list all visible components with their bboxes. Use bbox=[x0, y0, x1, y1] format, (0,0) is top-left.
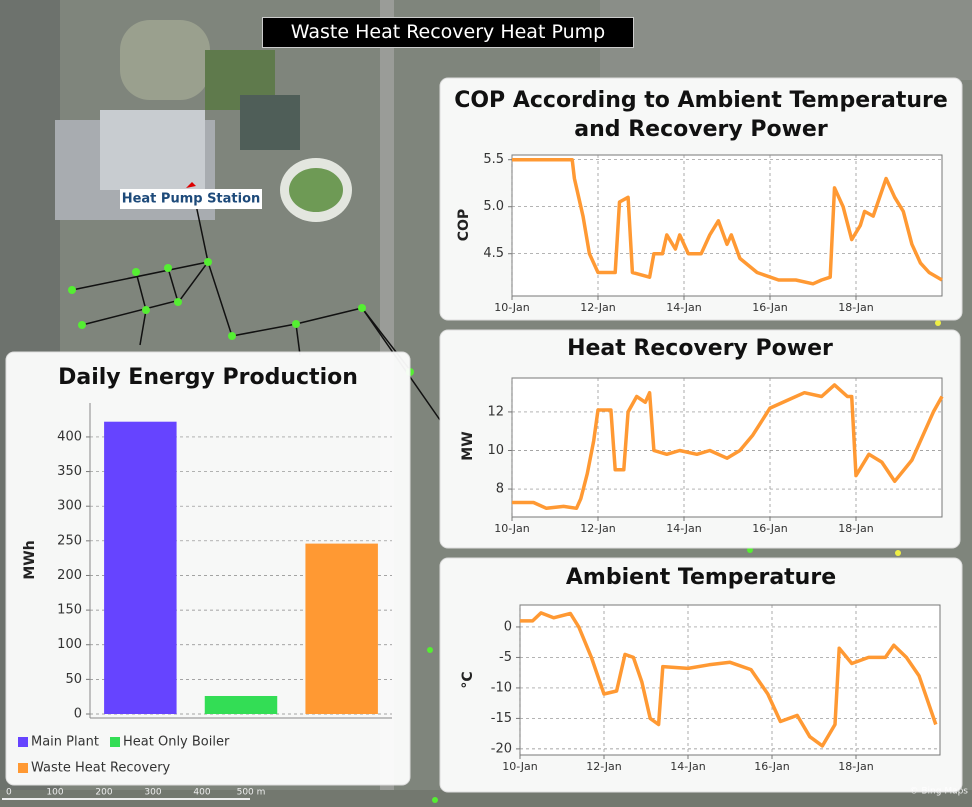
bar bbox=[204, 695, 278, 714]
scale-label: 100 bbox=[46, 788, 63, 798]
y-tick-label: -20 bbox=[491, 741, 512, 756]
x-tick-label: 10-Jan bbox=[502, 760, 538, 773]
x-tick-label: 18-Jan bbox=[838, 760, 874, 773]
bar bbox=[104, 421, 177, 714]
y-tick-label: -5 bbox=[499, 650, 512, 665]
scale-label: 200 bbox=[95, 788, 112, 798]
legend-swatch bbox=[110, 737, 120, 747]
chart-title: COP According to Ambient Temperature and… bbox=[454, 88, 948, 142]
x-tick-label: 16-Jan bbox=[752, 301, 788, 314]
scale-label: 500 m bbox=[237, 788, 266, 798]
chart-title: Heat Recovery Power bbox=[567, 336, 833, 361]
y-tick-label: 0 bbox=[74, 707, 82, 722]
main-title: Waste Heat Recovery Heat Pump bbox=[262, 17, 634, 48]
y-tick-label: 150 bbox=[57, 603, 82, 618]
y-tick-label: 250 bbox=[57, 533, 82, 548]
y-tick-label: 8 bbox=[496, 482, 504, 497]
scale-label: 300 bbox=[144, 788, 161, 798]
y-axis-label: °C bbox=[460, 671, 476, 688]
x-tick-label: 14-Jan bbox=[666, 301, 702, 314]
x-tick-label: 18-Jan bbox=[838, 522, 874, 535]
y-tick-label: -10 bbox=[491, 680, 512, 695]
y-tick-label: 4.5 bbox=[483, 246, 504, 261]
y-tick-label: 5.0 bbox=[483, 199, 504, 214]
x-tick-label: 14-Jan bbox=[666, 522, 702, 535]
x-tick-label: 12-Jan bbox=[586, 760, 622, 773]
x-tick-label: 14-Jan bbox=[670, 760, 706, 773]
x-tick-label: 10-Jan bbox=[494, 301, 530, 314]
x-tick-label: 12-Jan bbox=[580, 522, 616, 535]
plot-area bbox=[519, 604, 941, 756]
y-tick-label: 12 bbox=[487, 404, 504, 419]
y-tick-label: 200 bbox=[57, 568, 82, 583]
x-tick-label: 10-Jan bbox=[494, 522, 530, 535]
y-tick-label: 300 bbox=[57, 499, 82, 514]
line-series bbox=[520, 611, 938, 748]
x-tick-label: 16-Jan bbox=[754, 760, 790, 773]
y-tick-label: 400 bbox=[57, 429, 82, 444]
chart-title: Daily Energy Production bbox=[58, 365, 358, 390]
x-tick-label: 16-Jan bbox=[752, 522, 788, 535]
y-axis-label: MW bbox=[460, 431, 476, 460]
y-tick-label: 10 bbox=[487, 443, 504, 458]
x-tick-label: 12-Jan bbox=[580, 301, 616, 314]
legend-swatch bbox=[18, 737, 28, 747]
scale-bar: 0 100 200 300 400 500 m bbox=[2, 788, 265, 800]
y-tick-label: 50 bbox=[65, 672, 82, 687]
plot-area bbox=[511, 154, 943, 297]
y-axis-label: COP bbox=[456, 209, 472, 241]
scale-label: 400 bbox=[193, 788, 210, 798]
y-tick-label: 350 bbox=[57, 464, 82, 479]
y-tick-label: 0 bbox=[504, 619, 512, 634]
map-label: Heat Pump Station bbox=[122, 192, 261, 207]
chart-title: Ambient Temperature bbox=[565, 565, 837, 590]
x-tick-label: 18-Jan bbox=[838, 301, 874, 314]
bar bbox=[305, 543, 378, 714]
y-tick-label: -15 bbox=[491, 711, 512, 726]
plot-area bbox=[511, 377, 943, 518]
y-tick-label: 100 bbox=[57, 637, 82, 652]
legend-label: Waste Heat Recovery bbox=[31, 761, 171, 776]
legend-label: Heat Only Boiler bbox=[123, 735, 230, 750]
legend-label: Main Plant bbox=[31, 735, 99, 750]
y-axis-label: MWh bbox=[22, 540, 38, 579]
line-series bbox=[512, 157, 943, 286]
line-series bbox=[512, 383, 944, 511]
y-tick-label: 5.5 bbox=[483, 152, 504, 167]
legend-swatch bbox=[18, 763, 28, 773]
scale-label: 0 bbox=[6, 788, 12, 798]
